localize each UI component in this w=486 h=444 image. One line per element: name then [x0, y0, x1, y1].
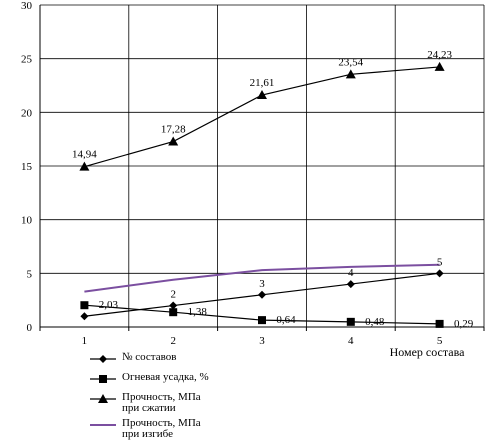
data-label: 5	[437, 256, 443, 268]
legend-swatch	[90, 375, 116, 383]
x-tick-label: 4	[348, 335, 354, 347]
legend-item: Прочность, МПа при сжатии	[88, 392, 348, 418]
data-label: 2	[170, 289, 176, 301]
legend-label: Огневая усадка, %	[122, 371, 209, 383]
data-label: 21,61	[250, 77, 275, 89]
legend-marker	[98, 394, 108, 403]
x-tick-label: 2	[170, 335, 176, 347]
data-point	[346, 317, 355, 326]
data-label: 24,23	[427, 49, 452, 61]
data-point	[346, 280, 355, 289]
data-label: 3	[259, 278, 265, 290]
data-point	[257, 90, 267, 100]
data-label: 4	[348, 267, 354, 279]
data-label: 23,54	[338, 56, 363, 68]
chart: 0 5 10 15 20 25 30 1 2 3 4 5 2 3 4 5 2,03 1,38 0,64 0,48 0…	[21, 0, 485, 359]
legend-label: Прочность, МПа при изгибе	[122, 417, 201, 440]
x-tick-label: 5	[437, 335, 443, 347]
legend-label: № составов	[122, 351, 177, 363]
data-point	[168, 136, 179, 146]
y-tick-label: 15	[21, 161, 33, 173]
data-point	[169, 301, 178, 310]
y-tick-label: 10	[21, 215, 33, 227]
data-label: 0,29	[454, 318, 474, 330]
legend-swatch	[90, 355, 116, 363]
data-point	[258, 290, 266, 299]
data-point	[345, 69, 356, 79]
y-tick-label: 0	[27, 322, 33, 334]
series-group	[79, 61, 445, 328]
y-tick-labels: 0 5 10 15 20 25 30	[21, 0, 33, 334]
legend-label: Прочность, МПа при сжатии	[122, 391, 201, 414]
legend-marker	[99, 375, 107, 383]
x-tick-labels: 1 2 3 4 5	[82, 335, 443, 347]
data-point	[435, 319, 444, 328]
data-labels: 2 3 4 5 2,03 1,38 0,64 0,48 0,29 14,94 17,28 21,61 2…	[72, 49, 474, 330]
legend-swatch	[90, 394, 116, 403]
y-tick-label: 5	[27, 268, 33, 280]
x-axis-label: Номер состава	[390, 345, 466, 359]
data-point	[80, 301, 89, 310]
data-point	[434, 61, 445, 71]
x-tick-label: 1	[82, 335, 88, 347]
legend-item: Огневая усадка, %	[88, 372, 348, 392]
data-point	[80, 312, 89, 321]
data-label: 0,48	[365, 316, 385, 328]
series-line	[84, 263, 440, 293]
data-point	[258, 316, 266, 325]
data-label: 0,64	[276, 314, 296, 326]
axes	[39, 5, 485, 331]
data-label: 17,28	[161, 124, 186, 136]
legend-swatch	[90, 424, 116, 426]
data-label: 1,38	[188, 306, 208, 318]
data-label: 2,03	[99, 299, 119, 311]
y-tick-label: 20	[21, 107, 33, 119]
y-tick-label: 30	[21, 0, 33, 12]
y-tick-label: 25	[21, 54, 33, 66]
data-point	[79, 161, 90, 171]
data-point	[435, 269, 444, 278]
x-tick-label: 3	[259, 335, 265, 347]
legend: № составов Огневая усадка, % Прочность, МП…	[88, 352, 348, 444]
legend-item: Прочность, МПа при изгибе	[88, 418, 348, 444]
legend-marker	[99, 355, 107, 363]
data-point	[169, 308, 178, 317]
grid	[40, 4, 485, 327]
data-label: 14,94	[72, 149, 97, 161]
legend-item: № составов	[88, 352, 348, 372]
